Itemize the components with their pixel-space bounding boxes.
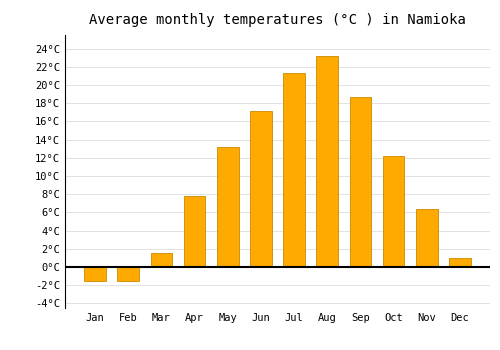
- Bar: [184, 196, 206, 267]
- Bar: [217, 147, 238, 267]
- Bar: [416, 209, 438, 267]
- Bar: [316, 56, 338, 267]
- Bar: [350, 97, 371, 267]
- Bar: [383, 156, 404, 267]
- Title: Average monthly temperatures (°C ) in Namioka: Average monthly temperatures (°C ) in Na…: [89, 13, 466, 27]
- Bar: [250, 111, 272, 267]
- Bar: [84, 267, 106, 281]
- Bar: [284, 73, 305, 267]
- Bar: [449, 258, 470, 267]
- Bar: [150, 253, 172, 267]
- Bar: [118, 267, 139, 281]
